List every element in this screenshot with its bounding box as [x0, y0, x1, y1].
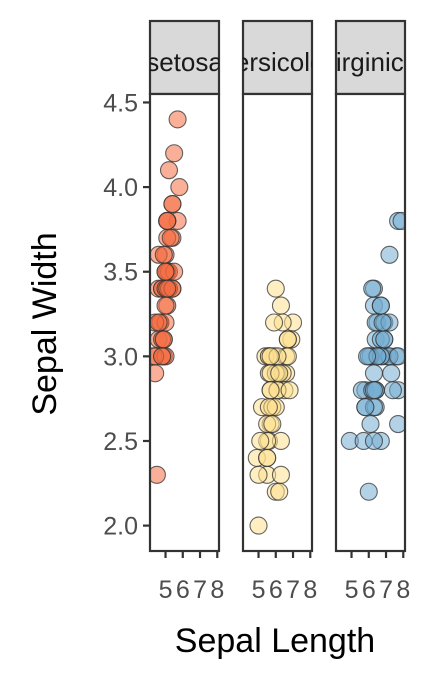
data-point	[249, 465, 268, 484]
x-tick-label: 5	[345, 576, 359, 604]
data-point	[156, 296, 175, 315]
data-point	[154, 245, 173, 264]
data-point	[364, 364, 384, 383]
data-point	[364, 381, 384, 400]
facet-strip-label: setosa	[146, 47, 223, 77]
y-tick-label: 2.5	[103, 428, 138, 456]
data-point	[264, 313, 284, 332]
points-versicolor	[247, 279, 303, 535]
data-point	[159, 161, 179, 180]
facet-panel-versicolor: versicolor 5 6 7 8	[222, 19, 334, 604]
data-point	[163, 194, 182, 214]
facet-panel-setosa: setosa 5 6 7 8	[146, 19, 224, 604]
data-point	[261, 381, 280, 400]
panel-border	[334, 92, 407, 553]
data-point	[382, 364, 401, 383]
facet-strip	[334, 19, 407, 96]
data-point	[364, 431, 384, 451]
data-point	[258, 448, 277, 467]
panel-border	[148, 92, 221, 553]
data-point	[156, 262, 175, 281]
data-point	[170, 178, 189, 197]
data-point	[373, 313, 392, 332]
data-point	[259, 398, 278, 417]
y-tick-label: 4.0	[103, 174, 138, 202]
x-tick-label: 8	[303, 576, 317, 604]
x-tick-label: 6	[269, 576, 283, 604]
data-point	[363, 279, 382, 298]
data-point	[161, 228, 180, 247]
data-point	[150, 465, 166, 484]
facet-strip	[148, 19, 221, 96]
x-tick-label: 5	[252, 576, 266, 604]
x-tick-label: 5	[159, 576, 173, 604]
data-point	[150, 313, 168, 332]
data-point	[251, 431, 270, 451]
x-tick-label: 8	[210, 576, 224, 604]
data-point	[158, 211, 177, 230]
data-point	[261, 347, 280, 366]
x-tick-label: 7	[286, 576, 300, 604]
x-tick-label: 8	[396, 576, 410, 604]
data-point	[278, 330, 297, 349]
data-point	[249, 516, 268, 535]
data-point	[359, 482, 378, 501]
data-point	[270, 364, 289, 383]
data-point	[153, 347, 172, 366]
y-axis-title: Sepal Width	[26, 232, 64, 415]
y-tick-label: 3.0	[103, 343, 138, 371]
data-point	[266, 279, 285, 298]
data-point	[361, 415, 380, 434]
data-point	[280, 381, 299, 400]
y-tick-label: 3.5	[103, 259, 138, 287]
x-tick-label: 7	[193, 576, 207, 604]
data-point	[158, 279, 177, 298]
x-axis-title: Sepal Length	[175, 622, 375, 660]
points-virginica	[340, 211, 405, 501]
data-point	[375, 330, 394, 349]
data-point	[392, 211, 405, 230]
data-point	[154, 330, 173, 349]
facet-strip-label: versicolor	[222, 47, 334, 77]
data-point	[389, 415, 405, 434]
panel-border	[241, 92, 314, 553]
y-axis: 2.0 2.5 3.0 3.5 4.0 4.5	[103, 89, 150, 541]
data-point	[371, 296, 390, 315]
data-point	[380, 245, 399, 264]
data-point	[271, 296, 291, 315]
data-point	[168, 110, 187, 129]
data-point	[271, 465, 291, 484]
points-setosa	[150, 110, 189, 484]
x-tick-label: 6	[362, 576, 376, 604]
data-point	[263, 415, 282, 434]
x-tick-label: 7	[379, 576, 393, 604]
data-point	[383, 381, 402, 400]
facet-strip-label: virginica	[323, 47, 419, 77]
data-point	[356, 398, 375, 417]
data-point	[165, 144, 184, 163]
data-point	[270, 482, 289, 501]
facet-panel-virginica: virginica 5 6 7 8	[323, 19, 419, 604]
y-tick-label: 4.5	[103, 89, 138, 117]
y-tick-label: 2.0	[103, 513, 138, 541]
x-tick-label: 6	[176, 576, 190, 604]
data-point	[357, 347, 377, 366]
